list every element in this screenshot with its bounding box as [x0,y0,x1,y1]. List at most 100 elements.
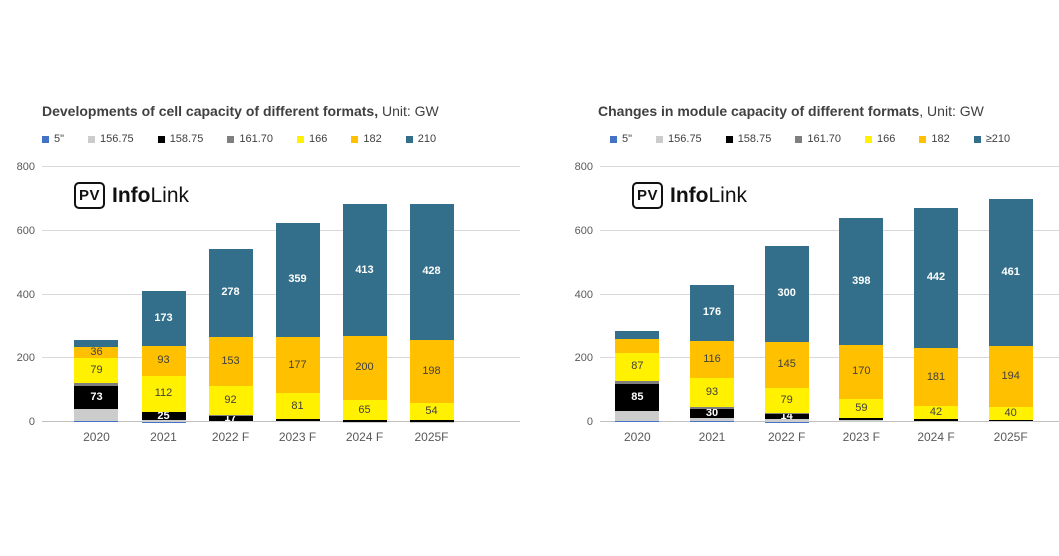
y-tick-label: 200 [16,352,35,365]
bar-segment [914,421,958,422]
bar-segment: 413 [342,204,387,336]
legend-label: 5" [622,132,633,145]
bar-segment [839,417,884,421]
legend-swatch [42,135,49,143]
bar-segment [141,420,186,422]
bar-segment-label: 40 [1004,407,1017,420]
pv-logo-icon: PV [74,182,106,209]
bar: 17 92 153 278 [208,248,253,422]
legend-label: 182 [931,132,950,145]
legend-swatch [297,135,304,143]
bar: 85 87 [615,330,660,422]
bar-segment: 87 [615,352,660,381]
x-axis-labels: 2020 2021 2022 F 2023 F 2024 F 2025F [600,430,1048,444]
bar-segment-label: 359 [288,273,307,286]
y-axis-labels: 0 200 400 600 800 [556,161,600,428]
bar-segment-label: 36 [90,346,103,359]
bar-segment: 194 [988,345,1033,408]
x-category-label: 2023 F [278,430,317,444]
bar: 73 79 36 [74,339,119,422]
y-tick-label: 600 [16,224,35,237]
bar-segment-label: 176 [702,306,722,319]
module-capacity-chart: Changes in module capacity of different … [556,103,1059,444]
bar-segment-label: 428 [422,265,441,278]
gridline [600,229,1059,231]
bar-segment: 145 [764,341,809,388]
legend-label: 158.75 [737,132,772,145]
bar-segment: 59 [839,398,884,418]
bar-segment: 153 [208,337,253,387]
bar-segment: 177 [275,336,320,394]
bar-segment-label: 170 [852,365,871,378]
bar-segment [275,419,320,422]
legend-item: 166 [865,132,896,145]
bar-segment-label: 85 [631,390,644,403]
pv-infolink-logo: PV InfoLink [632,182,747,209]
y-tick-label: 400 [574,288,593,301]
y-tick-label: 200 [574,352,593,365]
bar-segment [615,380,660,384]
legend-swatch [919,135,927,143]
bar-segment: 198 [409,340,454,404]
bar-segment: 278 [208,248,253,338]
bar-segment [615,338,660,353]
bar-segment [690,421,734,422]
bar-segment: 176 [690,284,734,341]
legend-item: 156.75 [88,133,134,145]
bars: 73 79 36 25 112 93 173 17 92 153 278 81 177 359 65 200 4… [63,166,465,422]
plot-area: PV InfoLink 85 87 30 93 116 176 14 79 145 300 59 17… [600,166,1059,444]
bar-segment: 428 [409,203,454,341]
bar-segment-label: 73 [90,391,103,404]
bar-segment-label: 79 [780,394,793,406]
bar-segment-label: 442 [926,271,946,284]
chart-title: Changes in module capacity of different … [598,103,1059,120]
bar: 14 79 145 300 [764,246,809,422]
legend-swatch [227,135,235,143]
bar-segment-label: 54 [425,405,438,418]
bar-segment-label: 81 [291,399,304,412]
legend-swatch [351,135,359,143]
plot-row: 0 200 400 600 800 PV InfoLink 85 87 30 93 116 176… [556,161,1059,444]
bar-segment: 93 [690,377,734,408]
bar-segment [615,330,660,339]
bar-segment [839,420,884,422]
bar-segment-label: 181 [926,370,946,383]
bar-segment: 112 [141,375,186,412]
plot-area: PV InfoLink 73 79 36 25 112 93 173 17 92 153 278 81… [42,166,520,444]
bar-segment-label: 200 [355,361,374,374]
bars: 85 87 30 93 116 176 14 79 145 300 59 170 398 42 181 442… [600,166,1048,422]
legend-label: 182 [363,132,382,145]
bar-segment-label: 59 [855,401,868,414]
plot-row: 0 200 400 600 800 PV InfoLink 73 79 36 25 112 93 1… [10,161,520,444]
legend-swatch [865,135,872,143]
bar-segment: 85 [615,383,660,411]
legend-swatch [656,135,664,143]
x-category-label: 2021 [150,430,177,444]
bar-segment: 116 [690,340,734,378]
bar-segment-label: 300 [777,287,796,300]
legend-item: 5" [610,132,633,145]
legend-label: 166 [877,132,896,145]
bar-segment-label: 116 [703,352,721,365]
x-category-label: 2020 [83,430,110,444]
legend-swatch [725,135,733,143]
x-category-label: 2022 F [767,430,806,444]
legend-swatch [405,135,413,143]
bar-segment [141,411,186,413]
bar-segment [74,339,119,347]
bar-segment: 170 [839,344,884,399]
bar-segment: 442 [914,207,958,349]
bar-segment-label: 194 [1001,369,1020,382]
pv-infolink-logo-text: InfoLink [670,184,748,207]
bar: 81 177 359 [275,222,320,422]
bar-segment [342,420,387,422]
legend-swatch [973,135,981,143]
bar-segment-label: 461 [1001,265,1020,278]
bar-segment [690,407,734,409]
legend-label: 161.70 [239,132,273,145]
bar-segment-label: 177 [288,358,307,371]
bar-segment-label: 173 [154,312,173,325]
chart-title-main: Developments of cell capacity of differe… [42,103,379,119]
gridline [600,421,1059,422]
